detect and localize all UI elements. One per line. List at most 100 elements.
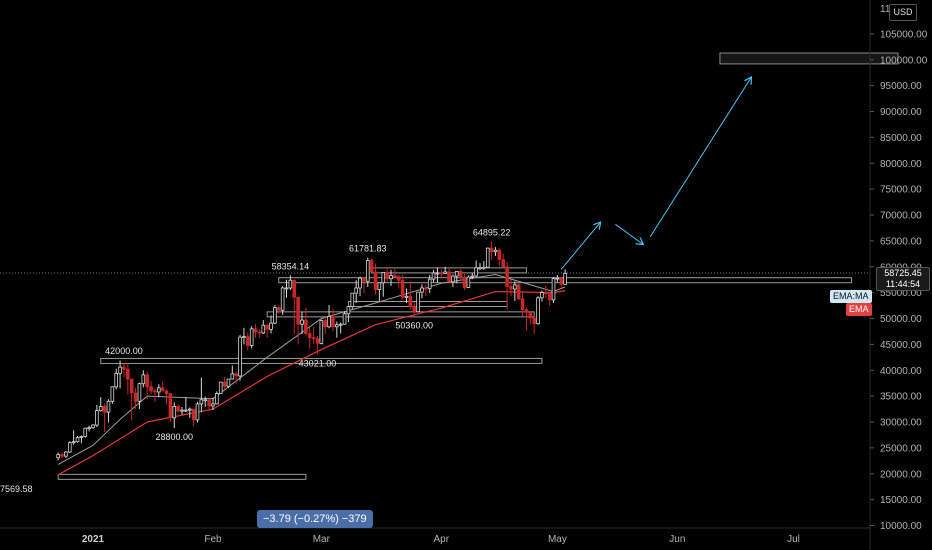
candle — [315, 336, 320, 355]
candle — [474, 260, 478, 278]
last-price-value: 58725.45 — [884, 268, 922, 278]
candle-body — [129, 378, 134, 394]
candle — [454, 271, 459, 284]
candle-body — [524, 309, 529, 313]
candle — [358, 276, 362, 297]
candle-body — [149, 386, 153, 392]
candle — [257, 328, 262, 338]
candle-body — [404, 295, 409, 298]
candle — [540, 290, 544, 302]
candle — [365, 257, 370, 287]
candle-body — [362, 277, 366, 282]
time-tick-label: Feb — [204, 534, 222, 545]
candle — [184, 397, 188, 413]
candle-body — [60, 454, 64, 457]
candle — [404, 288, 409, 303]
candle-body — [447, 271, 451, 283]
candle-body — [184, 409, 188, 412]
candle-body — [482, 266, 486, 269]
candle — [276, 305, 281, 314]
candle-body — [118, 366, 122, 374]
time-tick-label: 2021 — [82, 534, 105, 545]
candle — [207, 399, 211, 411]
price-annotation: 61781.83 — [349, 244, 387, 254]
candle — [311, 327, 316, 344]
price-tick-label: 55000.00 — [880, 288, 922, 299]
candle-body — [536, 297, 540, 325]
candle-body — [559, 277, 564, 285]
candle — [427, 275, 432, 294]
candle — [350, 292, 355, 310]
candle — [547, 291, 552, 307]
candle-body — [288, 279, 293, 289]
candle-body — [160, 387, 165, 392]
candle — [485, 247, 490, 268]
candle — [323, 317, 327, 335]
candle-body — [234, 373, 238, 377]
projection-arrows — [560, 78, 751, 270]
ema-label[interactable]: EMA — [846, 303, 872, 316]
candle-body — [563, 272, 567, 285]
candle — [245, 332, 250, 351]
candle — [141, 370, 146, 388]
candle — [172, 402, 177, 429]
candle-body — [509, 286, 513, 290]
price-tick-label: 40000.00 — [880, 366, 922, 377]
candle-body — [172, 406, 177, 419]
candle — [435, 267, 440, 283]
candle — [137, 382, 142, 410]
candle — [91, 424, 95, 429]
candle-body — [331, 316, 335, 328]
candle — [335, 321, 339, 338]
price-annotation: 28800.00 — [155, 432, 193, 442]
candle-body — [520, 298, 525, 311]
candle — [118, 360, 122, 389]
candle — [269, 315, 273, 334]
time-axis[interactable]: 2021 Feb Mar Apr May Jun Jul — [82, 534, 800, 545]
candle-body — [56, 454, 60, 459]
candle-body — [393, 275, 397, 277]
candle — [304, 308, 308, 336]
candle — [451, 274, 455, 287]
target-zone-box — [719, 52, 899, 65]
price-tick-label: 10000.00 — [880, 521, 922, 532]
candle — [462, 273, 467, 291]
candle — [273, 305, 277, 325]
candle-body — [377, 282, 382, 290]
price-axis[interactable]: 11 105000.00 100000.00 95000.00 90000.00 8500… — [870, 4, 928, 532]
candle-body — [540, 292, 544, 299]
candle-body — [257, 331, 262, 334]
candle-body — [203, 399, 208, 402]
candle-body — [543, 292, 548, 295]
price-annotation: 64895.22 — [473, 227, 511, 237]
ema-ma-label[interactable]: EMA:MA — [830, 290, 872, 303]
candle-body — [454, 271, 459, 277]
candle-body — [547, 293, 552, 301]
candle — [211, 397, 215, 411]
candle — [443, 266, 447, 274]
candle — [122, 363, 126, 377]
currency-button[interactable]: USD — [889, 4, 917, 21]
candle — [199, 377, 204, 413]
candle — [327, 305, 331, 329]
candle-body — [555, 277, 560, 280]
candle — [408, 281, 413, 310]
candle-body — [176, 406, 180, 412]
candle — [67, 441, 72, 454]
candle — [338, 322, 343, 334]
candle-body — [168, 393, 173, 419]
candle-body — [64, 451, 68, 457]
candle — [203, 396, 208, 407]
candle-body — [381, 272, 386, 284]
candle — [543, 285, 548, 299]
candle — [563, 269, 567, 285]
candle-body — [245, 336, 250, 346]
candle-body — [141, 374, 146, 385]
candle-body — [102, 406, 107, 413]
candle — [520, 291, 525, 317]
candle — [342, 311, 347, 325]
candle-body — [470, 275, 475, 278]
time-tick-label: Apr — [434, 534, 450, 545]
candle-body — [238, 336, 242, 377]
